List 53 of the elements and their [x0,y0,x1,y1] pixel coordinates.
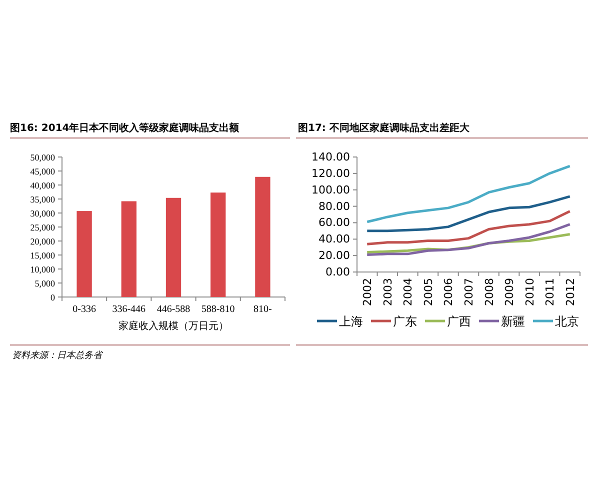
y-tick-label: 80.00 [318,200,350,213]
y-tick-label: 100.00 [312,183,350,196]
x-tick-label: 2012 [564,278,577,306]
y-tick-label: 35,000 [30,194,56,204]
y-tick-label: 20,000 [30,236,56,246]
y-tick-label: 5,000 [34,278,56,288]
x-tick-label: 336-446 [112,304,146,315]
legend-label: 广东 [393,314,417,328]
x-tick-label: 2010 [523,278,536,306]
x-tick-label: 0-336 [72,304,96,315]
y-tick-label: 15,000 [30,250,56,260]
bar [255,176,270,297]
y-tick-label: 0 [50,292,56,302]
y-tick-label: 30,000 [30,208,56,218]
y-tick-label: 25,000 [30,222,56,232]
line-series [366,210,572,246]
x-tick-label: 2002 [361,278,374,306]
bar [76,211,92,297]
x-tick-label: 2011 [544,278,557,306]
y-tick-label: 45,000 [30,166,56,176]
line-series [366,223,572,256]
line-series [366,164,572,224]
bar [210,192,226,297]
x-tick-label: 810- [254,304,272,315]
x-tick-label: 446-588 [156,304,190,315]
y-tick-label: 50,000 [30,152,56,162]
y-tick-label: 40.00 [318,232,350,246]
y-tick-label: 40,000 [30,180,56,190]
bar [166,198,182,297]
x-axis-title: 家庭收入规模（万日元） [118,320,228,332]
x-tick-label: 2007 [462,278,476,306]
chart-title: 图16: 2014年日本不同收入等级家庭调味品支出额 [10,122,240,134]
legend-label: 新疆 [501,314,525,328]
x-tick-label: 2003 [381,278,394,306]
chart-title: 图17: 不同地区家庭调味品支出差距大 [298,122,470,134]
x-tick-label: 2004 [402,278,415,306]
y-tick-label: 10,000 [30,264,56,274]
y-tick-label: 140.00 [312,150,350,164]
x-tick-label: 2005 [422,278,435,306]
bar [121,201,136,297]
line-series [366,195,572,232]
text: 资料来源：日本总务省 [12,350,104,360]
legend-label: 北京 [555,314,579,328]
x-tick-label: 2009 [503,278,516,306]
y-tick-label: 60.00 [318,216,350,230]
y-tick-label: 0.00 [326,266,350,278]
y-tick-label: 20.00 [318,249,350,262]
y-tick-label: 120.00 [312,166,350,180]
x-tick-label: 588-810 [201,304,235,315]
x-tick-label: 2006 [442,278,456,306]
legend-label: 广西 [447,314,471,328]
x-tick-label: 2008 [482,278,496,306]
legend-label: 上海 [339,314,363,328]
